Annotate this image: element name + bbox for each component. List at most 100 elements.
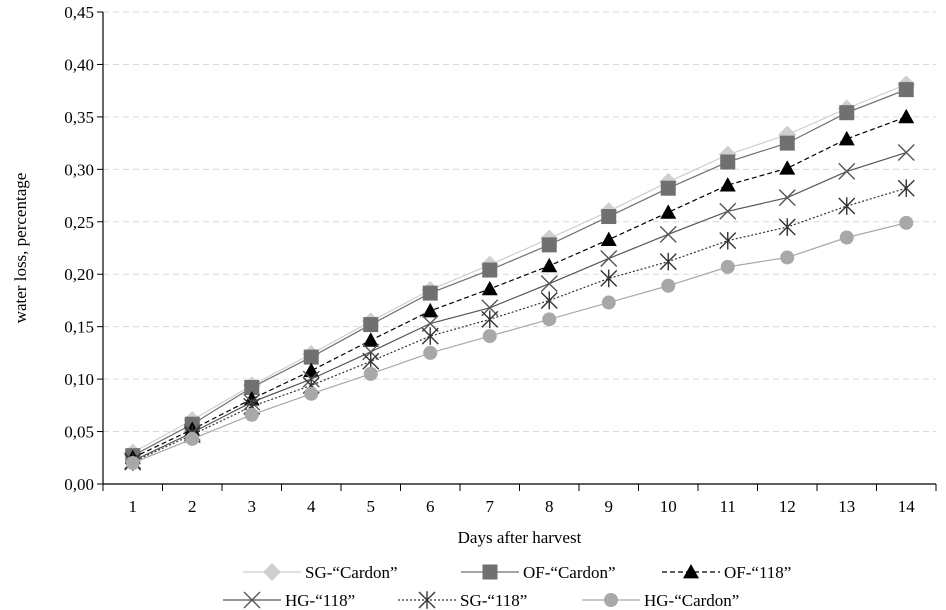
data-point <box>719 177 736 192</box>
data-point <box>541 237 557 253</box>
x-tick-label: 4 <box>307 497 316 516</box>
x-tick-label: 14 <box>898 497 916 516</box>
data-point <box>185 431 200 446</box>
data-point <box>839 105 855 121</box>
series-line <box>132 187 907 463</box>
data-point <box>780 250 795 265</box>
legend-marker <box>418 591 436 609</box>
data-point <box>540 275 558 293</box>
data-point <box>363 366 378 381</box>
data-point <box>719 202 737 220</box>
y-tick-label: 0,15 <box>64 318 94 337</box>
data-point <box>303 362 320 378</box>
data-point <box>779 160 796 175</box>
data-point <box>601 209 617 225</box>
gridlines <box>103 11 936 433</box>
legend-label: OF-“Cardon” <box>523 563 616 582</box>
data-point <box>422 285 438 301</box>
y-tick-label: 0,30 <box>64 160 94 179</box>
legend-item: HG-“Cardon” <box>582 591 739 610</box>
data-point <box>838 162 856 180</box>
y-tick-label: 0,25 <box>64 213 94 232</box>
y-tick-label: 0,40 <box>64 55 94 74</box>
x-axis-title: Days after harvest <box>458 528 582 547</box>
data-point <box>421 315 439 333</box>
x-tick-label: 3 <box>248 497 257 516</box>
legend-marker <box>243 591 261 609</box>
series-6 <box>125 215 914 471</box>
legend-label: OF-“118” <box>724 563 791 582</box>
data-point <box>659 252 677 271</box>
data-point <box>244 380 260 396</box>
data-point <box>719 231 737 250</box>
series-4 <box>124 144 915 470</box>
y-tick-label: 0,20 <box>64 265 94 284</box>
x-tick-label: 12 <box>779 497 796 516</box>
data-point <box>362 343 380 361</box>
data-point <box>363 317 379 333</box>
data-point <box>778 218 796 236</box>
data-point <box>423 345 438 360</box>
legend-item: HG-“118” <box>223 591 355 610</box>
data-point <box>838 130 855 146</box>
data-point <box>720 154 736 170</box>
x-tick-label: 11 <box>720 497 736 516</box>
data-point <box>481 280 498 296</box>
series-line <box>132 83 907 454</box>
y-tick-label: 0,35 <box>64 108 94 127</box>
data-point <box>659 225 677 243</box>
series-line <box>132 116 907 459</box>
series-line <box>132 89 907 457</box>
legend-label: HG-“118” <box>285 591 355 610</box>
data-point <box>422 302 439 318</box>
legend-item: OF-“118” <box>662 563 791 582</box>
data-point <box>244 407 259 422</box>
legend-label: SG-“Cardon” <box>305 563 398 582</box>
data-point <box>303 349 319 365</box>
axes: 0,00 0,05 0,10 0,15 0,20 0,25 0,30 0,35 0,40 0,45… <box>64 3 937 516</box>
data-point <box>482 329 497 344</box>
data-point <box>661 278 676 293</box>
data-point <box>362 332 379 347</box>
x-tick-label: 6 <box>426 497 435 516</box>
data-point <box>899 215 914 230</box>
legend-item: SG-“Cardon” <box>243 563 398 582</box>
legend-marker <box>263 563 281 581</box>
data-point <box>898 82 914 98</box>
legend: SG-“Cardon” OF-“Cardon” OF-“118” HG-“118” SG… <box>223 563 791 610</box>
x-tick-label: 7 <box>486 497 495 516</box>
legend-label: HG-“Cardon” <box>644 591 739 610</box>
legend-label: SG-“118” <box>460 591 527 610</box>
x-tick-label: 10 <box>660 497 677 516</box>
y-axis-title: water loss, percentage <box>11 173 30 324</box>
data-point <box>720 259 735 274</box>
data-point <box>125 456 140 471</box>
x-tick-label: 2 <box>188 497 197 516</box>
data-point <box>897 179 915 198</box>
data-point <box>481 310 499 329</box>
data-point <box>542 312 557 327</box>
data-point <box>838 197 856 215</box>
x-tick-label: 1 <box>129 497 138 516</box>
x-tick-label: 13 <box>838 497 855 516</box>
y-tick-label: 0,00 <box>64 475 94 494</box>
y-tick-label: 0,10 <box>64 370 94 389</box>
data-point <box>421 327 439 345</box>
series-layer <box>123 75 916 471</box>
legend-marker <box>604 593 618 607</box>
x-tick-label: 8 <box>545 497 554 516</box>
data-point <box>600 231 617 247</box>
data-point <box>897 144 915 162</box>
series-5 <box>124 179 915 471</box>
data-point <box>601 295 616 310</box>
x-tick-label: 9 <box>605 497 614 516</box>
data-point <box>541 257 558 273</box>
data-point <box>540 291 558 310</box>
data-point <box>839 230 854 245</box>
data-point <box>779 135 795 151</box>
data-point <box>898 108 915 124</box>
series-line <box>132 151 907 462</box>
data-point <box>778 189 796 207</box>
data-point <box>660 204 677 219</box>
